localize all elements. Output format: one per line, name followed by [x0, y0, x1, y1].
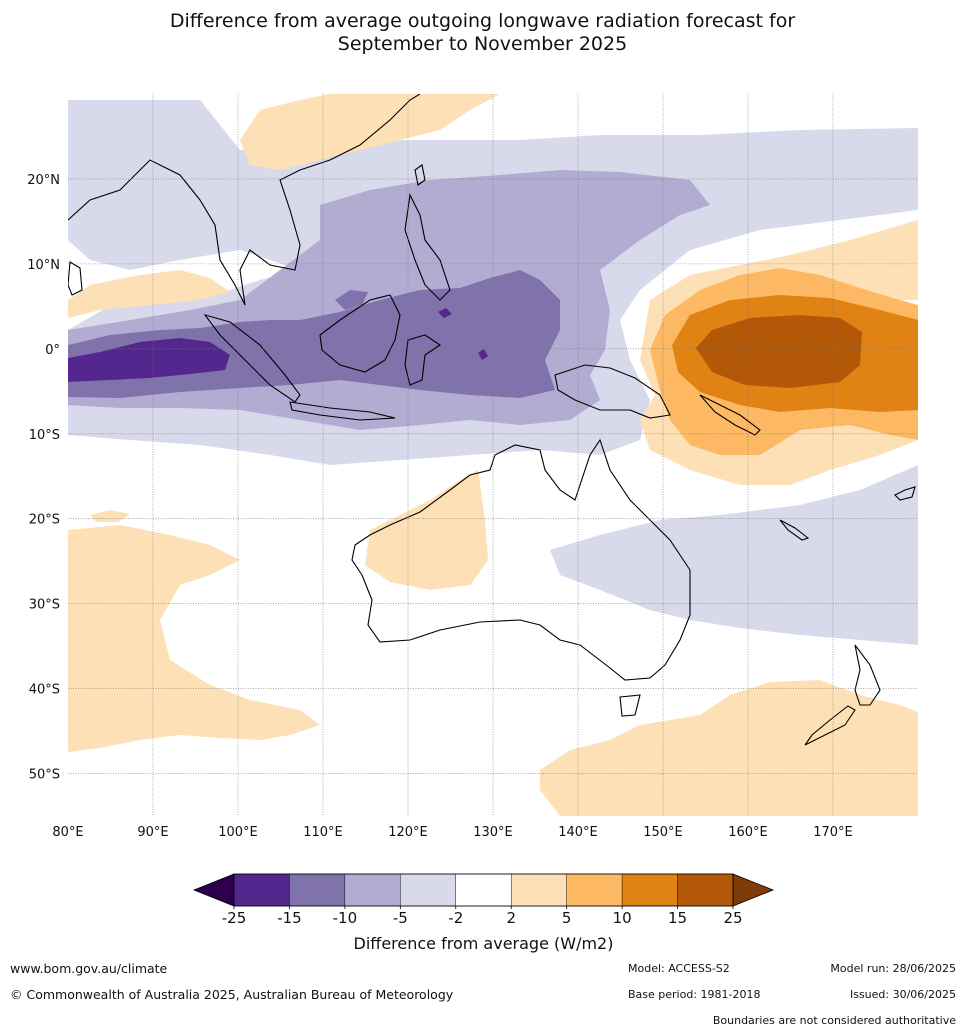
coastline-java	[289, 401, 396, 421]
coastline-sumatra	[203, 314, 301, 403]
coastline-philippines	[404, 193, 451, 301]
colorbar-swatch	[455, 873, 512, 907]
anomaly-band-2-to-5-bay	[68, 270, 230, 318]
longitude-label: 100°E	[218, 825, 258, 840]
coastline-new-zealand-north	[854, 644, 881, 706]
anomaly-band-2-to-5-southern-ocean	[540, 680, 918, 816]
colorbar-tick-label: -2	[448, 909, 463, 927]
anomaly-spot-minus-15	[438, 308, 452, 318]
longitude-label: 130°E	[473, 825, 513, 840]
colorbar-swatch	[621, 873, 678, 907]
colorbar-over-arrow	[732, 873, 775, 907]
colorbar-tick-label: 10	[613, 909, 632, 927]
coastline-asia-mainland	[68, 94, 421, 306]
colorbar-swatch	[289, 873, 346, 907]
positive-anomaly-layer	[68, 94, 918, 816]
colorbar-swatch	[344, 873, 401, 907]
longitude-labels: 80°E 90°E 100°E 110°E 120°E 130°E 140°E 150°E 16…	[52, 825, 852, 840]
coastline-new-caledonia	[779, 519, 810, 541]
anomaly-band-2-to-5-small	[90, 510, 130, 522]
latitude-label: 30°S	[29, 598, 60, 613]
latitude-labels: 20°N 10°N 0° 10°S 20°S 30°S 40°S 50°S	[27, 173, 60, 783]
anomaly-spot-minus-15-b	[478, 349, 488, 360]
colorbar-tick-label: -5	[393, 909, 408, 927]
anomaly-band-15-to-25	[696, 315, 862, 388]
title-line-2: September to November 2025	[337, 33, 628, 55]
longitude-label: 140°E	[558, 825, 598, 840]
coastline-sulawesi	[404, 334, 441, 386]
coastline-taiwan	[414, 164, 426, 186]
longitude-label: 170°E	[813, 825, 853, 840]
map-title: Difference from average outgoing longwav…	[0, 10, 965, 56]
longitude-label: 90°E	[137, 825, 168, 840]
coastline-new-zealand-south	[804, 705, 856, 746]
colorbar-tick-label: -10	[333, 909, 358, 927]
longitude-label: 160°E	[728, 825, 768, 840]
coastline-tasmania	[619, 694, 641, 717]
colorbar-title: Difference from average (W/m2)	[354, 934, 614, 953]
colorbar-tick-label: 25	[723, 909, 742, 927]
gridlines	[68, 94, 918, 816]
anomaly-band-minus-15-to-minus-25	[68, 338, 230, 382]
longitude-label: 110°E	[303, 825, 343, 840]
latitude-label: 20°N	[27, 173, 60, 188]
latitude-label: 50°S	[29, 768, 60, 783]
issued-text: Issued: 30/06/2025	[849, 988, 956, 1001]
latitude-label: 10°N	[27, 258, 60, 273]
colorbar-under-arrow	[192, 873, 235, 907]
coastlines	[68, 94, 916, 746]
copyright-text: © Commonwealth of Australia 2025, Austra…	[10, 987, 454, 1002]
coastline-new-guinea	[554, 364, 671, 419]
anomaly-band-2-to-5-southwest	[68, 525, 320, 752]
anomaly-band-minus-2-to-minus-5-southeast	[550, 465, 918, 645]
anomaly-band-minus-2-to-minus-5-north	[68, 110, 140, 150]
disclaimer-text: Boundaries are not considered authoritat…	[712, 1014, 956, 1027]
latitude-label: 0°	[45, 343, 60, 358]
colorbar-tick-label: -15	[277, 909, 302, 927]
colorbar-tick-label: 5	[562, 909, 572, 927]
colorbar-swatch	[233, 873, 290, 907]
title-line-1: Difference from average outgoing longwav…	[169, 10, 796, 32]
colorbar-tick-label: 15	[668, 909, 687, 927]
model-text: Model: ACCESS-S2	[628, 962, 730, 975]
coastline-borneo	[319, 294, 401, 373]
coastline-fiji	[894, 486, 916, 501]
latitude-label: 20°S	[29, 513, 60, 528]
base-period-text: Base period: 1981-2018	[628, 988, 761, 1001]
anomaly-band-2-to-5-northwest-australia	[365, 470, 488, 590]
colorbar-frame	[233, 873, 734, 907]
longitude-label: 150°E	[643, 825, 683, 840]
latitude-label: 40°S	[29, 683, 60, 698]
colorbar-swatch	[511, 873, 567, 907]
longitude-label: 80°E	[52, 825, 83, 840]
anomaly-band-2-to-5-north	[240, 94, 500, 170]
model-run-text: Model run: 28/06/2025	[830, 962, 956, 975]
colorbar-swatch	[566, 873, 623, 907]
coastline-sri-lanka	[68, 261, 83, 296]
colorbar-swatch	[677, 873, 734, 907]
colorbar-tick-label: 2	[506, 909, 516, 927]
coastline-australia	[351, 438, 691, 681]
coastline-solomon-islands	[699, 394, 761, 436]
anomaly-band-minus-10-to-minus-15-small	[335, 290, 368, 310]
website-link[interactable]: www.bom.gov.au/climate	[10, 961, 168, 976]
colorbar-swatch	[400, 873, 456, 907]
latitude-label: 10°S	[29, 428, 60, 443]
colorbar-tick-label: -25	[222, 909, 247, 927]
longitude-label: 120°E	[388, 825, 428, 840]
